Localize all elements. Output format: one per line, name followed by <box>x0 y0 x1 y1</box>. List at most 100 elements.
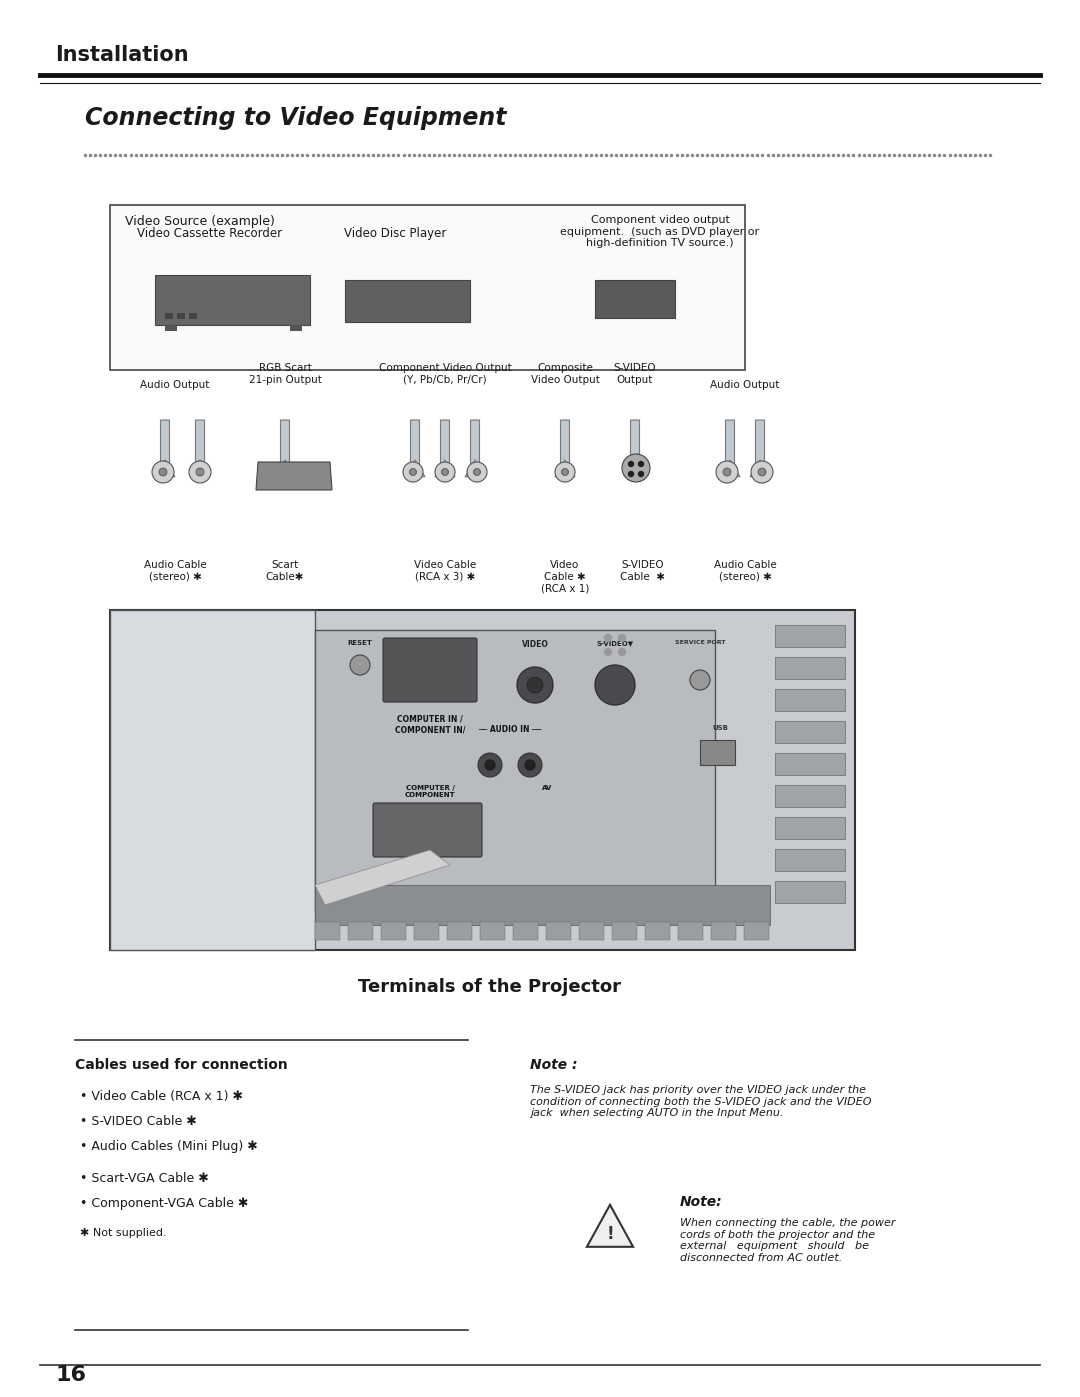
Text: VIDEO: VIDEO <box>522 640 549 650</box>
Text: ✱ Not supplied.: ✱ Not supplied. <box>80 1228 166 1238</box>
Text: Connecting to Video Equipment: Connecting to Video Equipment <box>85 106 507 130</box>
FancyBboxPatch shape <box>775 849 845 870</box>
Circle shape <box>435 462 455 482</box>
Text: COMPUTER /
COMPONENT: COMPUTER / COMPONENT <box>405 785 456 798</box>
Text: S-VIDEO
Cable  ✱: S-VIDEO Cable ✱ <box>621 560 665 581</box>
Text: • Scart-VGA Cable ✱: • Scart-VGA Cable ✱ <box>80 1172 208 1185</box>
Circle shape <box>152 461 174 483</box>
FancyBboxPatch shape <box>189 313 197 319</box>
FancyBboxPatch shape <box>579 922 604 940</box>
Text: Audio Output: Audio Output <box>711 380 780 390</box>
Text: USB: USB <box>712 725 728 731</box>
Polygon shape <box>720 420 740 476</box>
FancyBboxPatch shape <box>775 882 845 902</box>
Circle shape <box>159 468 167 476</box>
FancyBboxPatch shape <box>513 922 538 940</box>
FancyBboxPatch shape <box>165 326 177 331</box>
FancyBboxPatch shape <box>775 721 845 743</box>
Text: Component video output
equipment.  (such as DVD player or
high-definition TV sou: Component video output equipment. (such … <box>561 215 759 249</box>
Text: Video
Cable ✱
(RCA x 1): Video Cable ✱ (RCA x 1) <box>541 560 590 594</box>
Circle shape <box>525 760 535 770</box>
Text: Note:: Note: <box>680 1194 723 1208</box>
Text: • Video Cable (RCA x 1) ✱: • Video Cable (RCA x 1) ✱ <box>80 1090 243 1104</box>
Circle shape <box>195 468 204 476</box>
Text: Audio Cable
(stereo) ✱: Audio Cable (stereo) ✱ <box>714 560 777 581</box>
Circle shape <box>619 648 625 655</box>
Circle shape <box>562 468 568 475</box>
Polygon shape <box>315 886 770 925</box>
Text: Video Source (example): Video Source (example) <box>125 215 275 228</box>
Text: The S-VIDEO jack has priority over the VIDEO jack under the
condition of connect: The S-VIDEO jack has priority over the V… <box>530 1085 872 1118</box>
Text: S-VIDEO
Output: S-VIDEO Output <box>613 363 657 386</box>
FancyBboxPatch shape <box>110 610 315 950</box>
Text: SERVICE PORT: SERVICE PORT <box>675 640 726 645</box>
FancyBboxPatch shape <box>383 638 477 703</box>
Circle shape <box>473 468 481 475</box>
Text: • Component-VGA Cable ✱: • Component-VGA Cable ✱ <box>80 1197 248 1210</box>
FancyBboxPatch shape <box>711 922 735 940</box>
Polygon shape <box>405 420 426 476</box>
FancyBboxPatch shape <box>110 205 745 370</box>
Circle shape <box>605 634 611 641</box>
FancyBboxPatch shape <box>345 279 470 321</box>
Circle shape <box>629 472 634 476</box>
Polygon shape <box>435 420 455 476</box>
Circle shape <box>758 468 766 476</box>
FancyBboxPatch shape <box>156 275 310 326</box>
FancyBboxPatch shape <box>110 610 855 950</box>
Text: RGB Scart
21-pin Output: RGB Scart 21-pin Output <box>248 363 322 386</box>
Polygon shape <box>190 420 210 476</box>
Text: Scart
Cable✱: Scart Cable✱ <box>266 560 305 581</box>
FancyBboxPatch shape <box>775 753 845 775</box>
Polygon shape <box>555 420 575 476</box>
FancyBboxPatch shape <box>291 326 302 331</box>
Text: Cables used for connection: Cables used for connection <box>75 1058 287 1071</box>
Text: Note :: Note : <box>530 1058 578 1071</box>
Circle shape <box>555 462 575 482</box>
Polygon shape <box>465 420 485 476</box>
Text: When connecting the cable, the power
cords of both the projector and the
externa: When connecting the cable, the power cor… <box>680 1218 895 1263</box>
FancyBboxPatch shape <box>447 922 472 940</box>
Circle shape <box>751 461 773 483</box>
Text: Terminals of the Projector: Terminals of the Projector <box>359 978 621 996</box>
Polygon shape <box>625 420 645 476</box>
Circle shape <box>350 655 370 675</box>
FancyBboxPatch shape <box>775 785 845 807</box>
Circle shape <box>629 461 634 467</box>
FancyBboxPatch shape <box>315 630 715 909</box>
Circle shape <box>518 753 542 777</box>
FancyBboxPatch shape <box>177 313 185 319</box>
Text: Composite
Video Output: Composite Video Output <box>530 363 599 386</box>
Text: • S-VIDEO Cable ✱: • S-VIDEO Cable ✱ <box>80 1115 197 1127</box>
FancyBboxPatch shape <box>645 922 670 940</box>
Circle shape <box>478 753 502 777</box>
Text: !: ! <box>606 1225 613 1243</box>
FancyBboxPatch shape <box>775 657 845 679</box>
FancyBboxPatch shape <box>480 922 505 940</box>
FancyBboxPatch shape <box>373 803 482 856</box>
Circle shape <box>527 678 543 693</box>
Polygon shape <box>750 420 770 476</box>
Text: 16: 16 <box>55 1365 86 1384</box>
Circle shape <box>485 760 495 770</box>
FancyBboxPatch shape <box>775 689 845 711</box>
Text: Video Cassette Recorder: Video Cassette Recorder <box>137 226 283 240</box>
Circle shape <box>517 666 553 703</box>
Text: Audio Cable
(stereo) ✱: Audio Cable (stereo) ✱ <box>144 560 206 581</box>
Text: COMPUTER IN /
COMPONENT IN/: COMPUTER IN / COMPONENT IN/ <box>395 715 465 735</box>
FancyBboxPatch shape <box>315 922 340 940</box>
Circle shape <box>723 468 731 476</box>
Text: Component Video Output
(Y, Pb/Cb, Pr/Cr): Component Video Output (Y, Pb/Cb, Pr/Cr) <box>379 363 511 386</box>
FancyBboxPatch shape <box>700 740 735 766</box>
FancyBboxPatch shape <box>348 922 373 940</box>
FancyBboxPatch shape <box>165 313 173 319</box>
Circle shape <box>467 462 487 482</box>
Text: RESET: RESET <box>348 640 373 645</box>
FancyBboxPatch shape <box>612 922 637 940</box>
Polygon shape <box>586 1204 633 1246</box>
Circle shape <box>595 665 635 705</box>
Circle shape <box>605 648 611 655</box>
Circle shape <box>690 671 710 690</box>
Circle shape <box>619 634 625 641</box>
Text: Audio Output: Audio Output <box>140 380 210 390</box>
